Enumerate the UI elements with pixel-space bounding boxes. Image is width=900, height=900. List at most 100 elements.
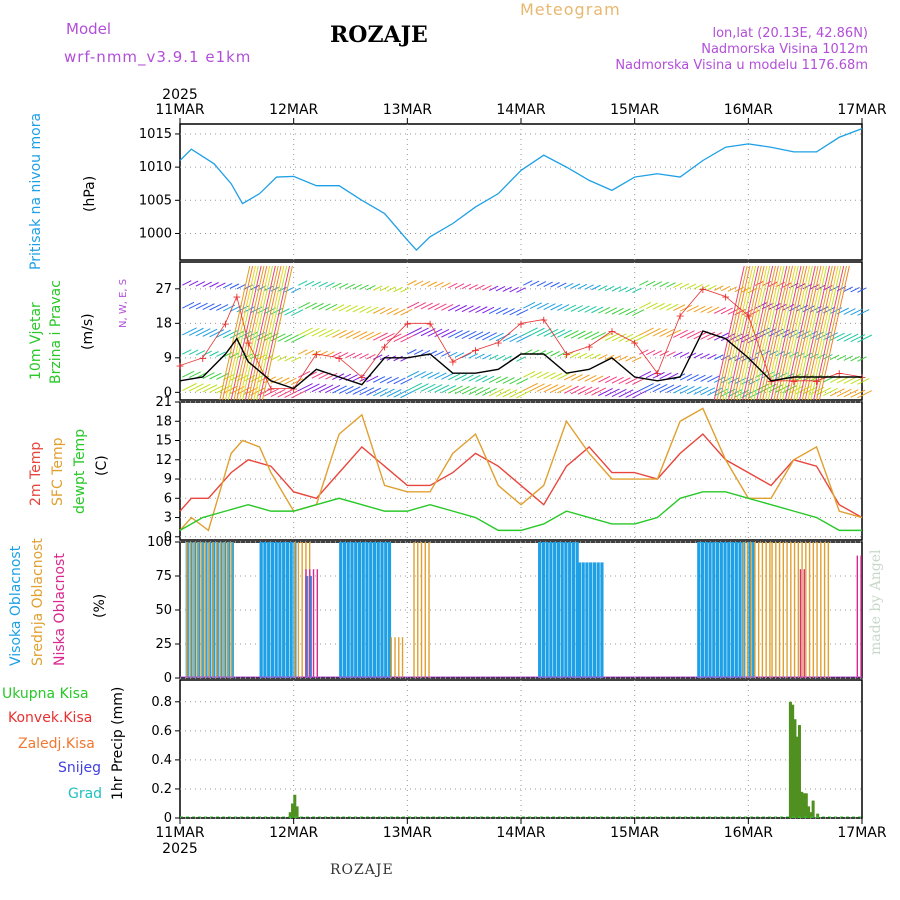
precip-bar	[816, 813, 820, 818]
wind-barb	[611, 388, 627, 397]
wind-barb-strong	[759, 265, 791, 401]
wind-barb	[400, 287, 410, 293]
model-name: wrf-nmm_v3.9.1 e1km	[64, 48, 252, 66]
wind-barb	[775, 384, 791, 393]
gust-marker: +	[562, 348, 571, 361]
wind-barb	[618, 377, 631, 385]
wind-barb	[284, 334, 300, 343]
x-tick-label-top: 13MAR	[383, 102, 432, 118]
wind-barb	[591, 353, 601, 360]
y-tick-label: 15	[155, 434, 172, 449]
wind-barb	[434, 384, 450, 393]
wind-barb	[679, 330, 695, 339]
wind-barb	[652, 302, 665, 310]
wind-barb	[488, 388, 504, 397]
wind-barb	[420, 302, 433, 310]
wind-barb	[659, 372, 672, 380]
wind-barb	[182, 349, 192, 355]
high-cloud-bar	[712, 542, 716, 678]
wind-barb	[707, 284, 717, 291]
gust-marker: +	[835, 367, 844, 380]
wind-barb	[332, 304, 345, 312]
wind-barb	[338, 283, 349, 289]
wind-barb	[632, 356, 642, 362]
y-tick-label: 9	[164, 472, 172, 487]
footer-station: ROZAJE	[330, 862, 394, 878]
wind-barb	[857, 309, 870, 316]
wind-barb	[277, 308, 290, 316]
wind-barb	[454, 352, 465, 358]
wind-barb-strong	[722, 265, 754, 401]
wind-barb	[291, 378, 304, 385]
wind-barb	[611, 307, 624, 315]
high-cloud-bar	[568, 542, 572, 678]
legend-total-rain: Ukupna Kisa	[2, 686, 89, 702]
wind-barb	[563, 351, 574, 358]
wind-barb	[441, 329, 457, 338]
wind-barb	[373, 354, 383, 360]
wind-barb	[700, 375, 713, 382]
wind-barb	[700, 284, 710, 290]
wind-barb	[529, 280, 540, 287]
gust-line	[179, 288, 863, 389]
gust-marker: +	[198, 352, 207, 365]
wind-barb	[570, 330, 586, 339]
high-cloud-bar	[289, 542, 293, 678]
high-cloud-bar	[274, 542, 278, 678]
wind-barb	[563, 304, 577, 312]
high-cloud-bar	[727, 542, 731, 678]
wind-barb-strong	[239, 265, 271, 401]
high-cloud-bar	[549, 542, 553, 678]
high-cloud-bar	[564, 542, 568, 678]
wind-barb	[475, 353, 485, 360]
wind-barb-strong	[227, 265, 259, 401]
wind-barb	[297, 302, 311, 309]
pressure-line	[179, 128, 863, 251]
meteogram-label: Meteogram	[520, 0, 621, 19]
temp2m-line	[179, 433, 863, 519]
wind-barb	[386, 376, 399, 384]
wind-barb	[311, 281, 322, 287]
wind-barb	[454, 304, 467, 312]
wind-barb	[345, 352, 356, 358]
wind-barb-strong	[750, 265, 782, 401]
wind-barb	[291, 287, 301, 293]
y-tick-label: 1015	[139, 127, 172, 142]
wind-barb	[216, 329, 231, 338]
wind-barb	[373, 376, 386, 383]
wind-barb	[257, 332, 272, 341]
wind-barb	[448, 329, 463, 339]
wind-barb	[618, 308, 631, 316]
wind-barb	[523, 280, 533, 286]
legend-snow: Snijeg	[58, 760, 102, 776]
wind-barb	[516, 287, 526, 293]
wind-barb	[850, 377, 863, 385]
wind-barb	[468, 374, 481, 382]
wind-barb	[625, 389, 641, 398]
wind-barb	[209, 329, 225, 338]
wind-barb	[202, 372, 215, 379]
wind-barb	[829, 354, 840, 360]
wind-barb	[277, 286, 287, 293]
wind-barb	[638, 383, 654, 392]
x-tick-label-top: 11MAR	[155, 102, 204, 118]
wind-barb	[454, 373, 467, 381]
wind-barb-strong	[713, 265, 745, 401]
wind-barb	[441, 282, 451, 288]
wind-barb	[216, 373, 229, 380]
wind-barb	[577, 386, 593, 395]
wind-barb	[304, 302, 317, 310]
wind-barb	[413, 349, 424, 355]
wind-barb-strong	[259, 265, 291, 401]
wind-barb	[645, 371, 658, 379]
wind-barb	[379, 376, 392, 384]
wind-barb	[366, 332, 382, 341]
y-tick-label: 6	[164, 491, 172, 506]
wind-barb	[318, 384, 334, 393]
x-tick-label-bottom: 14MAR	[496, 825, 545, 841]
wind-barb	[707, 375, 720, 383]
wind-barb-strong	[736, 265, 768, 401]
wind-barb	[509, 389, 525, 398]
wind-barb	[570, 386, 586, 395]
wind-barb	[236, 283, 247, 290]
